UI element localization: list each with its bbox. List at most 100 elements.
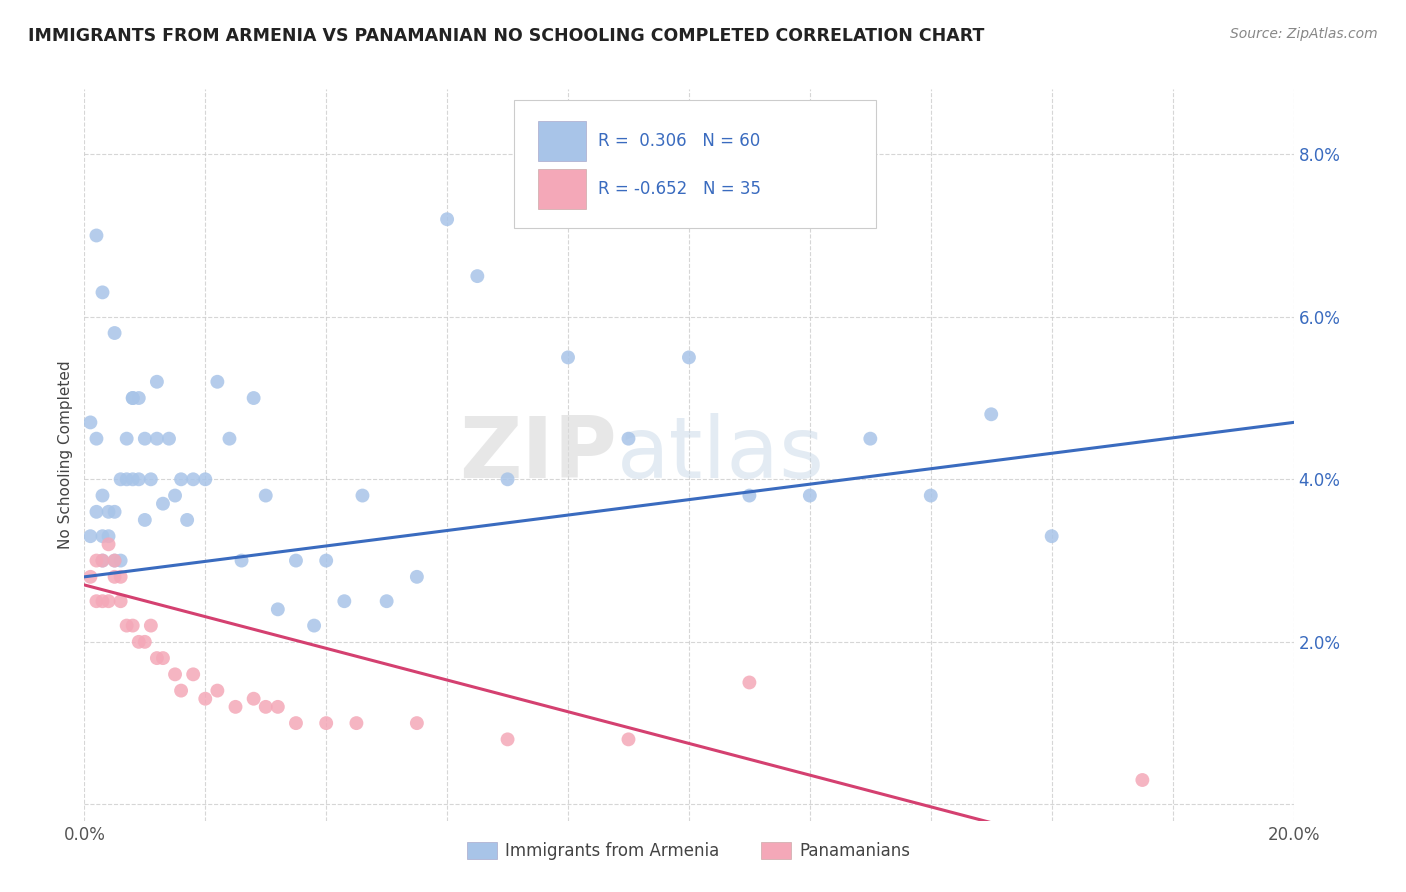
Point <box>242 691 264 706</box>
Point <box>86 228 108 243</box>
Point <box>181 472 204 486</box>
Point <box>375 594 398 608</box>
Point <box>678 351 700 365</box>
Point <box>97 537 120 551</box>
Point <box>134 432 156 446</box>
Point <box>799 489 821 503</box>
Point <box>110 594 132 608</box>
Point <box>146 651 169 665</box>
Point <box>285 553 308 567</box>
Point <box>79 529 101 543</box>
Point <box>86 505 108 519</box>
Point <box>165 667 187 681</box>
Point <box>121 618 143 632</box>
Point <box>557 351 579 365</box>
Point <box>91 594 114 608</box>
Text: R =  0.306   N = 60: R = 0.306 N = 60 <box>599 132 761 150</box>
Point <box>617 732 640 747</box>
Point <box>110 570 132 584</box>
Point <box>738 489 761 503</box>
Point <box>115 472 138 486</box>
Point <box>110 553 132 567</box>
Point <box>496 472 519 486</box>
Point <box>121 391 143 405</box>
Point <box>152 497 174 511</box>
Point <box>86 594 108 608</box>
Point <box>1040 529 1063 543</box>
Text: IMMIGRANTS FROM ARMENIA VS PANAMANIAN NO SCHOOLING COMPLETED CORRELATION CHART: IMMIGRANTS FROM ARMENIA VS PANAMANIAN NO… <box>28 27 984 45</box>
Point <box>146 432 169 446</box>
Point <box>97 529 120 543</box>
Point <box>346 716 368 731</box>
Legend: Immigrants from Armenia, Panamanians: Immigrants from Armenia, Panamanians <box>461 836 917 867</box>
FancyBboxPatch shape <box>513 100 876 228</box>
Point <box>104 505 127 519</box>
Point <box>139 618 162 632</box>
Point <box>181 667 204 681</box>
Point <box>79 416 101 430</box>
Point <box>225 699 247 714</box>
Point <box>170 683 193 698</box>
Point <box>128 472 150 486</box>
Point <box>79 570 101 584</box>
Point <box>285 716 308 731</box>
Point <box>315 716 337 731</box>
Point <box>254 489 277 503</box>
Point <box>980 407 1002 421</box>
Point <box>110 472 132 486</box>
Point <box>920 489 942 503</box>
Point <box>859 432 882 446</box>
FancyBboxPatch shape <box>538 120 586 161</box>
Point <box>333 594 356 608</box>
Point <box>128 391 150 405</box>
Point <box>91 553 114 567</box>
Point <box>218 432 240 446</box>
Point <box>121 472 143 486</box>
Point <box>406 570 429 584</box>
Point <box>267 602 290 616</box>
Point <box>315 553 337 567</box>
Point <box>157 432 180 446</box>
Point <box>267 699 290 714</box>
Point <box>254 699 277 714</box>
Point <box>302 618 325 632</box>
Text: ZIP: ZIP <box>458 413 616 497</box>
Y-axis label: No Schooling Completed: No Schooling Completed <box>58 360 73 549</box>
FancyBboxPatch shape <box>538 169 586 209</box>
Point <box>176 513 198 527</box>
Point <box>738 675 761 690</box>
Point <box>617 432 640 446</box>
Point <box>91 489 114 503</box>
Point <box>97 505 120 519</box>
Point <box>104 553 127 567</box>
Point <box>104 570 127 584</box>
Point <box>121 391 143 405</box>
Point <box>146 375 169 389</box>
Text: R = -0.652   N = 35: R = -0.652 N = 35 <box>599 180 761 198</box>
Point <box>194 691 217 706</box>
Point <box>467 269 489 284</box>
Point <box>104 553 127 567</box>
Point <box>128 635 150 649</box>
Point <box>91 285 114 300</box>
Point <box>139 472 162 486</box>
Point <box>352 489 374 503</box>
Point <box>104 326 127 340</box>
Point <box>115 432 138 446</box>
Point <box>496 732 519 747</box>
Point <box>97 594 120 608</box>
Point <box>231 553 253 567</box>
Point <box>86 432 108 446</box>
Point <box>115 618 138 632</box>
Text: atlas: atlas <box>616 413 824 497</box>
Point <box>406 716 429 731</box>
Point <box>165 489 187 503</box>
Point <box>436 212 458 227</box>
Point <box>170 472 193 486</box>
Point <box>86 553 108 567</box>
Point <box>242 391 264 405</box>
Point <box>1130 772 1153 787</box>
Point <box>134 513 156 527</box>
Text: Source: ZipAtlas.com: Source: ZipAtlas.com <box>1230 27 1378 41</box>
Point <box>194 472 217 486</box>
